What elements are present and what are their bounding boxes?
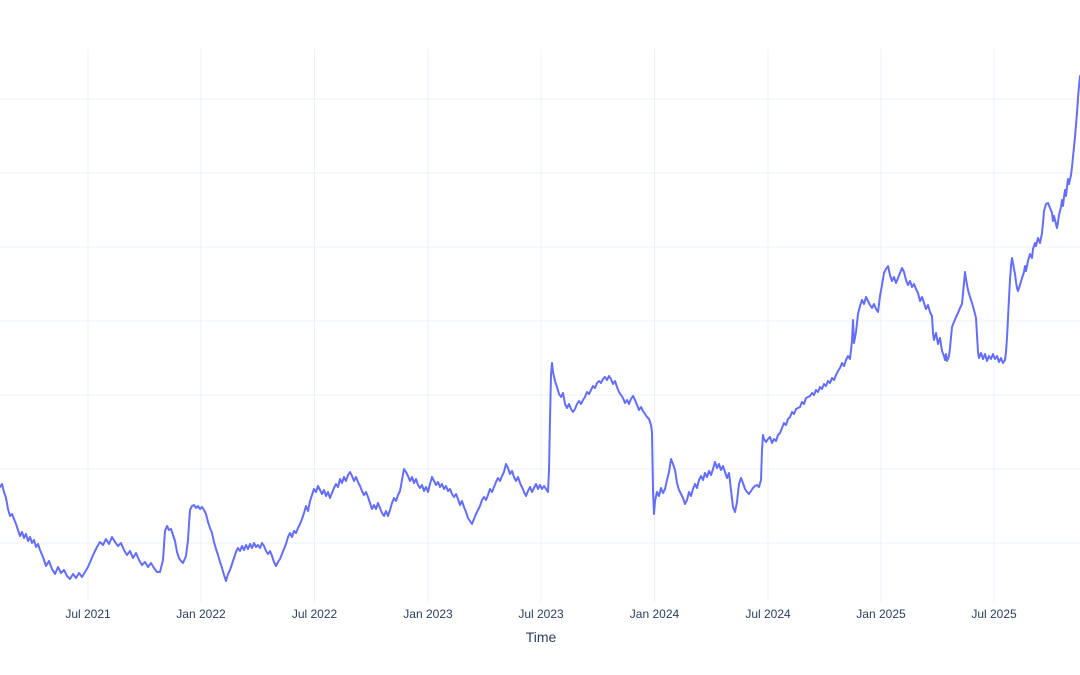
x-axis-title: Time [525, 629, 557, 645]
price-line [0, 75, 1080, 582]
